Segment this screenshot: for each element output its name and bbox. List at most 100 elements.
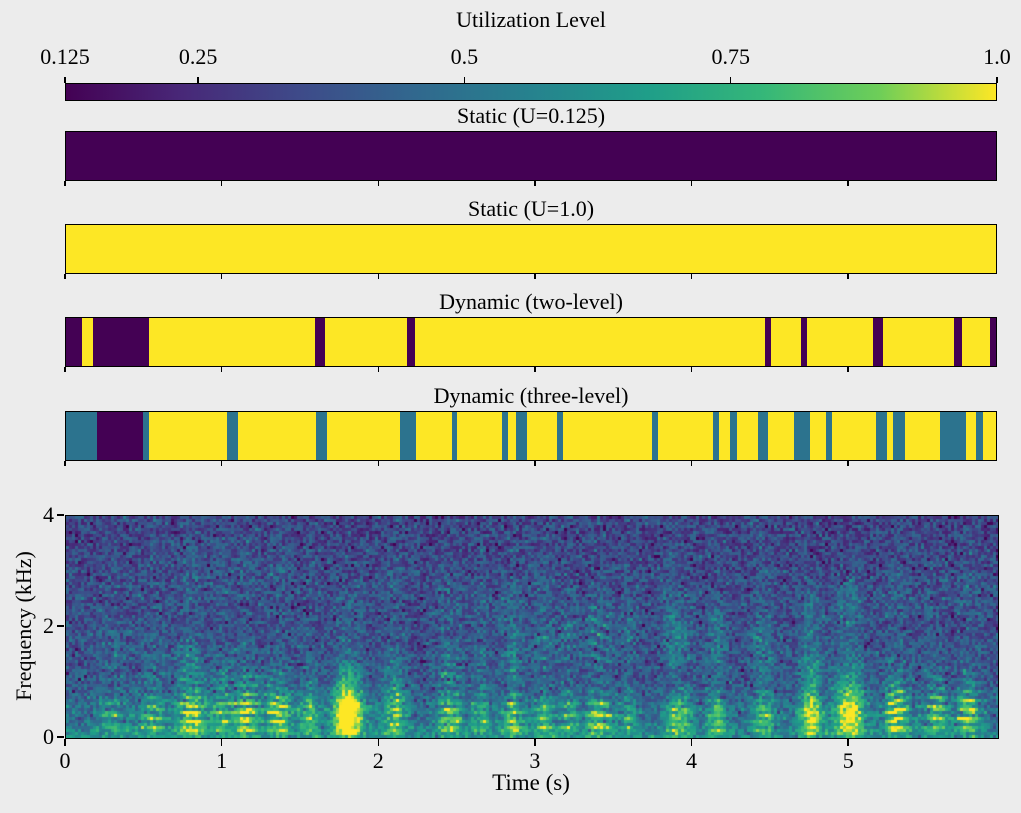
- tick-mark: [220, 461, 223, 466]
- utilization-segment: [316, 412, 328, 460]
- utilization-segment: [508, 412, 517, 460]
- utilization-bar-dynamic-three: [65, 411, 997, 461]
- utilization-segment: [563, 412, 653, 460]
- frequency-tick-label: 0: [43, 724, 54, 749]
- utilization-segment: [148, 412, 228, 460]
- utilization-bar-dynamic-two: [65, 317, 997, 367]
- utilization-segment: [400, 412, 417, 460]
- tick-mark: [729, 77, 732, 83]
- utilization-segment: [961, 318, 991, 366]
- utilization-segment: [719, 412, 731, 460]
- tick-mark: [377, 181, 380, 186]
- utilization-segment: [66, 412, 98, 460]
- spectrogram-canvas: [65, 515, 999, 739]
- time-tick-label: 1: [216, 748, 228, 773]
- utilization-segment: [806, 318, 873, 366]
- utilization-segment: [452, 412, 458, 460]
- utilization-segment: [516, 412, 528, 460]
- utilization-segment: [416, 412, 453, 460]
- tick-mark: [847, 461, 849, 466]
- tick-mark: [64, 77, 66, 83]
- tick-mark: [847, 181, 849, 186]
- utilization-segment: [66, 225, 996, 273]
- utilization-segment: [764, 318, 772, 366]
- colorbar-tick-label: 0.75: [711, 44, 750, 69]
- utilization-segment: [325, 318, 408, 366]
- utilization-segment: [327, 412, 401, 460]
- tick-mark: [57, 625, 64, 627]
- utilization-segment: [825, 412, 833, 460]
- time-tick-label: 4: [686, 748, 698, 773]
- utilization-segment: [97, 412, 144, 460]
- tick-mark: [847, 739, 849, 746]
- panel-title-static-low: Static (U=0.125): [456, 103, 606, 128]
- tick-mark: [220, 181, 223, 186]
- utilization-segment: [713, 412, 720, 460]
- utilization-segment: [81, 318, 94, 366]
- tick-mark: [690, 274, 693, 279]
- utilization-segment: [314, 318, 326, 366]
- utilization-segment: [966, 412, 977, 460]
- tick-mark: [64, 367, 66, 372]
- utilization-segment: [556, 412, 564, 460]
- utilization-segment: [831, 412, 877, 460]
- utilization-segment: [406, 318, 415, 366]
- utilization-segment: [730, 412, 737, 460]
- tick-mark: [220, 367, 223, 372]
- utilization-segment: [658, 412, 714, 460]
- utilization-segment: [414, 318, 766, 366]
- frequency-tick-label: 4: [43, 502, 54, 527]
- tick-mark: [534, 461, 536, 466]
- utilization-segment: [66, 318, 83, 366]
- time-tick-label: 2: [372, 748, 384, 773]
- utilization-segment: [148, 318, 315, 366]
- tick-mark: [220, 274, 223, 279]
- utilization-segment: [226, 412, 239, 460]
- colorbar-gradient: [65, 83, 997, 101]
- tick-mark: [57, 736, 64, 738]
- tick-mark: [534, 181, 536, 186]
- colorbar-title: Utilization Level: [456, 7, 606, 32]
- tick-mark: [690, 181, 693, 186]
- utilization-segment: [883, 318, 955, 366]
- utilization-segment: [237, 412, 317, 460]
- utilization-segment: [736, 412, 759, 460]
- utilization-segment: [142, 412, 150, 460]
- tick-mark: [220, 739, 223, 746]
- frequency-tick-label: 2: [43, 613, 54, 638]
- colorbar-tick-label: 0.125: [40, 44, 90, 69]
- tick-mark: [996, 77, 998, 83]
- utilization-segment: [886, 412, 894, 460]
- utilization-segment: [875, 412, 888, 460]
- tick-mark: [197, 77, 199, 83]
- utilization-segment: [527, 412, 558, 460]
- tick-mark: [377, 274, 380, 279]
- utilization-segment: [92, 318, 150, 366]
- time-axis-label: Time (s): [492, 770, 570, 795]
- utilization-segment: [939, 412, 967, 460]
- utilization-bar-static-high: [65, 224, 997, 274]
- tick-mark: [64, 461, 66, 466]
- colorbar-tick-label: 0.5: [450, 44, 479, 69]
- tick-mark: [463, 77, 466, 83]
- tick-mark: [690, 461, 693, 466]
- tick-mark: [534, 367, 536, 372]
- utilization-bar-static-low: [65, 131, 997, 181]
- utilization-segment: [767, 412, 795, 460]
- utilization-segment: [502, 412, 509, 460]
- panel-title-dynamic-three: Dynamic (three-level): [433, 383, 629, 408]
- tick-mark: [377, 461, 380, 466]
- utilization-segment: [872, 318, 884, 366]
- tick-mark: [847, 367, 849, 372]
- tick-mark: [534, 739, 536, 746]
- utilization-segment: [892, 412, 906, 460]
- tick-mark: [64, 739, 66, 746]
- utilization-segment: [66, 132, 996, 180]
- time-tick-label: 3: [529, 748, 541, 773]
- utilization-segment: [794, 412, 811, 460]
- utilization-segment: [810, 412, 827, 460]
- utilization-segment: [770, 318, 802, 366]
- utilization-segment: [953, 318, 963, 366]
- tick-mark: [377, 367, 380, 372]
- colorbar-tick-label: 0.25: [178, 44, 218, 69]
